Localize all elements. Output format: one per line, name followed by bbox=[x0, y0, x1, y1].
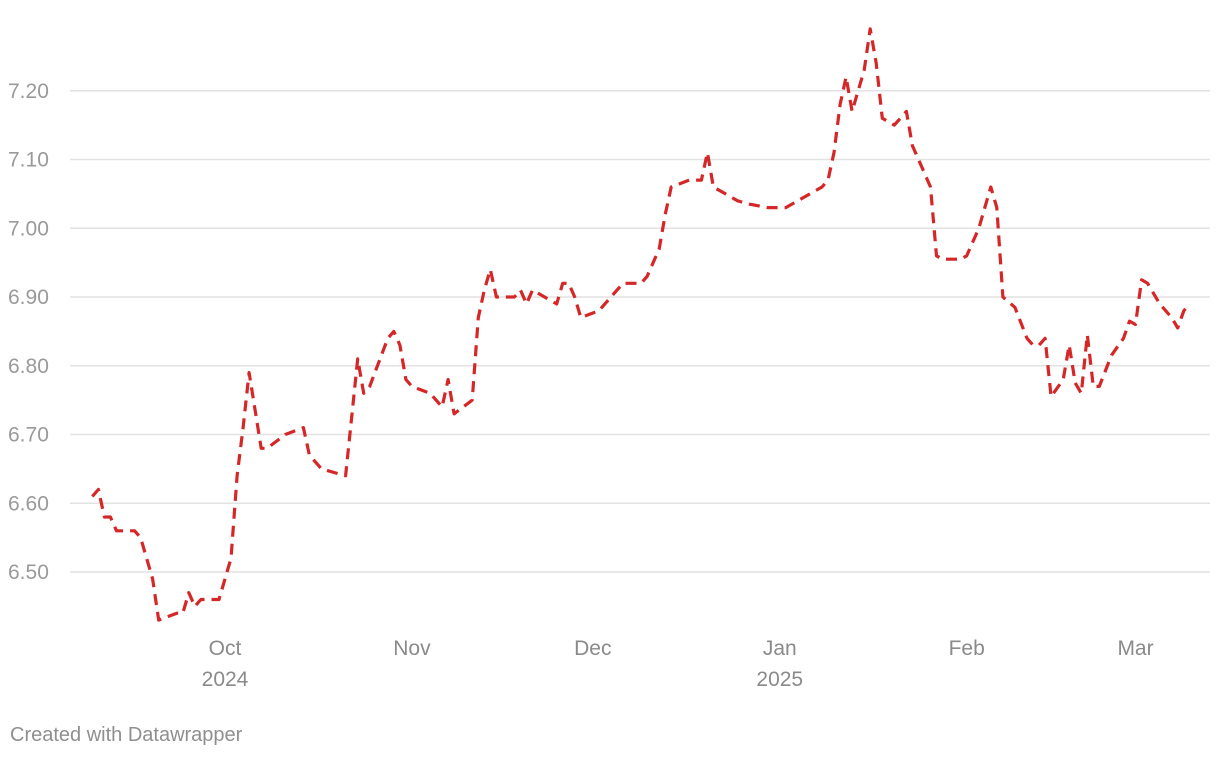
data-point bbox=[265, 446, 269, 450]
data-point bbox=[1091, 384, 1095, 388]
footer-credit: Created with Datawrapper bbox=[10, 724, 243, 746]
y-tick-label: 7.20 bbox=[8, 80, 49, 103]
data-point bbox=[525, 302, 529, 306]
x-tick-label: Dec bbox=[574, 637, 611, 660]
data-point bbox=[428, 391, 432, 395]
data-point bbox=[139, 536, 143, 540]
data-point bbox=[1188, 302, 1192, 306]
data-point bbox=[1170, 316, 1174, 320]
data-point bbox=[959, 257, 963, 261]
series-points bbox=[90, 27, 1192, 622]
y-tick-label: 7.00 bbox=[8, 217, 49, 240]
data-point bbox=[579, 316, 583, 320]
series-line bbox=[91, 27, 1192, 622]
data-point bbox=[639, 281, 643, 285]
data-point bbox=[705, 151, 709, 155]
data-point bbox=[567, 281, 571, 285]
data-point bbox=[711, 185, 715, 189]
x-tick-label: Oct bbox=[209, 637, 242, 660]
data-point bbox=[1158, 302, 1162, 306]
y-axis-ticks: 6.50 6.60 6.70 6.80 6.90 7.00 7.10 7.20 bbox=[8, 80, 49, 584]
data-point bbox=[826, 178, 830, 182]
data-point bbox=[482, 288, 486, 292]
data-point bbox=[181, 611, 185, 615]
y-tick-label: 6.70 bbox=[8, 424, 49, 447]
x-tick-label: Mar bbox=[1117, 637, 1153, 660]
x-tick-label: Jan bbox=[763, 637, 797, 660]
y-tick-label: 6.50 bbox=[8, 561, 49, 584]
data-point bbox=[229, 556, 233, 560]
x-tick-year-label: 2025 bbox=[756, 668, 803, 691]
data-point bbox=[440, 405, 444, 409]
y-tick-label: 7.10 bbox=[8, 149, 49, 172]
x-axis-ticks: Oct 2024 Nov Dec Jan 2025 Feb Mar bbox=[202, 637, 1154, 691]
data-point bbox=[941, 257, 945, 261]
y-tick-label: 6.90 bbox=[8, 286, 49, 309]
y-tick-label: 6.60 bbox=[8, 492, 49, 515]
x-tick-label: Nov bbox=[393, 637, 431, 660]
x-tick-year-label: 2024 bbox=[202, 668, 249, 691]
data-point bbox=[1049, 395, 1053, 399]
gridlines bbox=[70, 90, 1210, 573]
y-tick-label: 6.80 bbox=[8, 355, 49, 378]
data-point bbox=[1067, 343, 1071, 347]
data-point bbox=[844, 75, 848, 79]
data-point bbox=[597, 309, 601, 313]
x-tick-label: Feb bbox=[949, 637, 985, 660]
data-point bbox=[621, 281, 625, 285]
